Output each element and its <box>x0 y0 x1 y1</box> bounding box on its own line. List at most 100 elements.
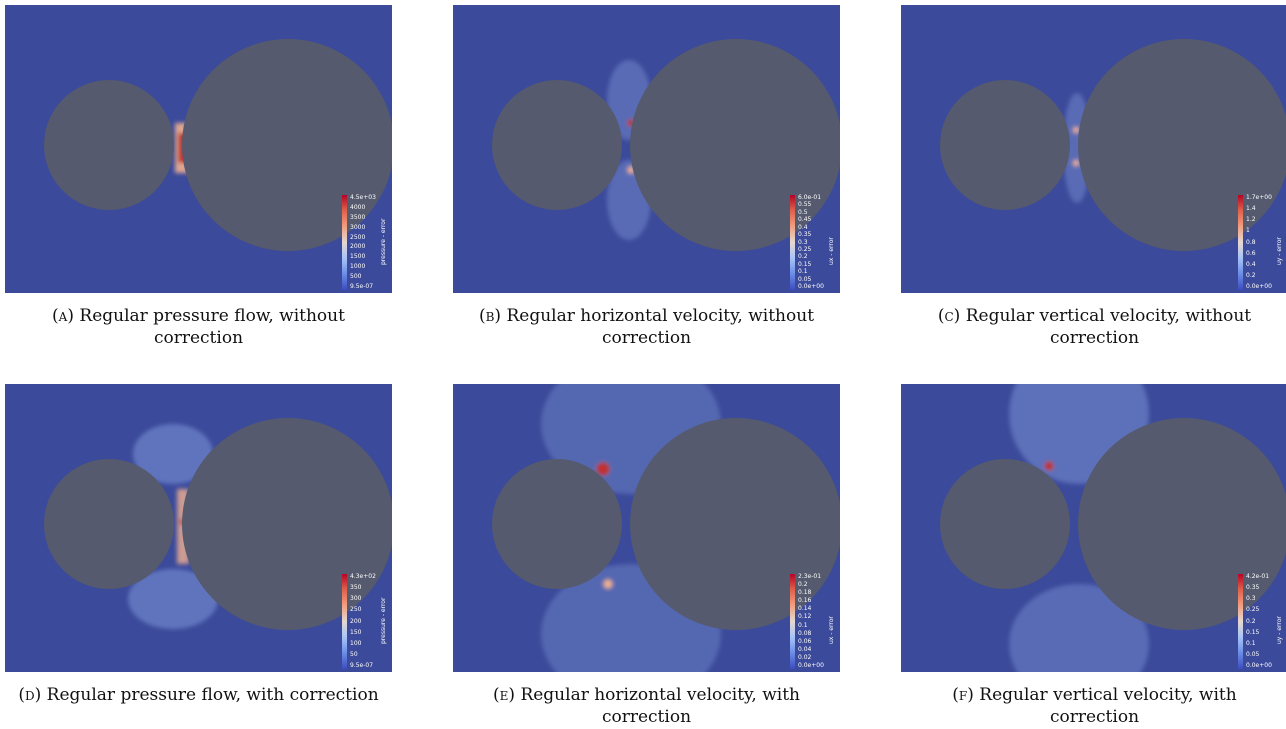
subfigure-caption: (f) Regular vertical velocity, with corr… <box>901 684 1286 728</box>
subfigure-label: (f) <box>952 685 974 705</box>
colorbar-tick-label: 0.3 <box>1246 595 1256 603</box>
colorbar-tick-label: 0.5 <box>798 208 808 216</box>
subfigure-caption-text: Regular vertical velocity, without corre… <box>965 306 1252 348</box>
colorbar-gradient <box>1238 574 1243 669</box>
subfigure-caption: (d) Regular pressure flow, with correcti… <box>5 684 392 706</box>
panel-d: 4.3e+02 350 300 250 200 150 100 50 9.5e-07 pressu… <box>5 384 392 706</box>
panel-b: 6.0e-01 0.55 0.5 0.45 0.4 0.35 0.3 0.25 0.2 0.15 0… <box>453 5 840 349</box>
colorbar-title: ux - error <box>828 616 835 644</box>
colorbar-tick-label: 1500 <box>350 253 366 261</box>
small-obstacle <box>492 459 622 589</box>
subfigure-label: (a) <box>52 306 74 326</box>
large-obstacle <box>630 418 840 630</box>
colorbar-tick-label: 0.15 <box>798 260 812 268</box>
colorbar-tick-label: 0.04 <box>798 645 812 653</box>
colorbar-tick-label: 0.0e+00 <box>798 662 824 669</box>
colorbar-tick-label: 0.6 <box>1246 249 1256 257</box>
plot-svg <box>44 418 392 630</box>
colorbar-title: uy - error <box>1276 237 1283 265</box>
colorbar-tick-label: 1.2 <box>1246 216 1256 224</box>
error-field-plot: 4.5e+03 4000 3500 3000 2500 2000 1500 1000 500 9.… <box>5 5 392 293</box>
colorbar-tick-label: 2500 <box>350 233 366 241</box>
small-obstacle <box>44 459 174 589</box>
colorbar-tick-label: 0.02 <box>798 653 812 661</box>
colorbar-tick-label: 0.08 <box>798 629 812 637</box>
large-obstacle <box>630 39 840 251</box>
small-obstacle <box>492 80 622 210</box>
subfigure-caption-text: Regular vertical velocity, with correcti… <box>979 685 1237 727</box>
colorbar: 4.3e+02 350 300 250 200 150 100 50 9.5e-07 pressu… <box>342 574 390 669</box>
subfigure-caption-text: Regular pressure flow, without correctio… <box>79 306 345 348</box>
colorbar-tick-label: 0.2 <box>1246 617 1256 625</box>
subfigure-caption-text: Regular horizontal velocity, with correc… <box>520 685 800 727</box>
colorbar-tick-label: 500 <box>350 273 362 281</box>
plot-svg <box>492 39 840 251</box>
error-field-plot: 2.3e-01 0.2 0.18 0.16 0.14 0.12 0.1 0.08 0.06 0.0… <box>453 384 840 672</box>
colorbar-tick-label: 0.05 <box>1246 650 1260 658</box>
colorbar-tick-label: 4.5e+03 <box>350 194 376 201</box>
colorbar-tick-label: 0.55 <box>798 201 812 209</box>
colorbar-tick-label: 0.35 <box>1246 584 1260 592</box>
colorbar-tick-label: 0.0e+00 <box>1246 283 1272 290</box>
colorbar-tick-label: 0.35 <box>798 231 812 239</box>
colorbar-tick-label: 0.25 <box>798 245 812 253</box>
colorbar-tick-label: 0.25 <box>1246 606 1260 614</box>
colorbar-tick-label: 9.5e-07 <box>350 283 374 290</box>
colorbar-tick-label: 0.4 <box>1246 260 1256 268</box>
colorbar-gradient <box>790 574 795 669</box>
small-obstacle <box>940 459 1070 589</box>
panel-e: 2.3e-01 0.2 0.18 0.16 0.14 0.12 0.1 0.08 0.06 0.0… <box>453 384 840 728</box>
error-field <box>128 424 218 629</box>
colorbar-tick-label: 0.2 <box>1246 271 1256 279</box>
colorbar-tick-label: 3000 <box>350 223 366 231</box>
colorbar-tick-label: 0.2 <box>798 253 808 261</box>
subfigure-caption: (a) Regular pressure flow, without corre… <box>5 305 392 349</box>
colorbar-gradient <box>342 574 347 669</box>
colorbar-tick-label: 0.1 <box>1246 639 1256 647</box>
colorbar: 4.5e+03 4000 3500 3000 2500 2000 1500 1000 500 9.… <box>342 195 390 290</box>
colorbar-tick-label: 2.3e-01 <box>798 573 822 580</box>
plot-svg <box>940 384 1286 672</box>
colorbar-title: uy - error <box>1276 616 1283 644</box>
subfigure-caption-text: Regular horizontal velocity, without cor… <box>506 306 815 348</box>
large-obstacle <box>1078 418 1286 630</box>
colorbar-title: pressure - error <box>380 218 387 265</box>
large-obstacle <box>1078 39 1286 251</box>
subfigure-caption: (b) Regular horizontal velocity, without… <box>453 305 840 349</box>
large-obstacle <box>182 39 392 251</box>
small-obstacle <box>940 80 1070 210</box>
error-field-plot: 4.2e-01 0.35 0.3 0.25 0.2 0.15 0.1 0.05 0.0e+00 u… <box>901 384 1286 672</box>
colorbar-tick-label: 0.8 <box>1246 238 1256 246</box>
colorbar-tick-label: 50 <box>350 650 358 658</box>
colorbar-tick-label: 9.5e-07 <box>350 662 374 669</box>
colorbar-tick-label: 0.12 <box>798 613 812 621</box>
colorbar-tick-label: 250 <box>350 606 362 614</box>
error-field-plot: 6.0e-01 0.55 0.5 0.45 0.4 0.35 0.3 0.25 0.2 0.15 0… <box>453 5 840 293</box>
colorbar-title: ux - error <box>828 237 835 265</box>
colorbar-tick-label: 4000 <box>350 203 366 211</box>
colorbar-tick-label: 0.4 <box>798 223 808 231</box>
plot-svg <box>44 39 392 251</box>
subfigure-label: (b) <box>478 306 502 326</box>
panel-c: 1.7e+00 1.4 1.2 1 0.8 0.6 0.4 0.2 0.0e+00 uy - er… <box>901 5 1286 349</box>
large-obstacle <box>182 418 392 630</box>
colorbar-tick-label: 0.14 <box>798 605 812 613</box>
colorbar-tick-label: 0.3 <box>798 238 808 246</box>
plot-svg <box>492 384 840 672</box>
colorbar-tick-label: 1000 <box>350 263 366 271</box>
colorbar-tick-label: 0.2 <box>798 581 808 589</box>
colorbar: 2.3e-01 0.2 0.18 0.16 0.14 0.12 0.1 0.08 0.06 0.0… <box>790 574 838 669</box>
colorbar-tick-label: 200 <box>350 617 362 625</box>
colorbar: 1.7e+00 1.4 1.2 1 0.8 0.6 0.4 0.2 0.0e+00 uy - er… <box>1238 195 1286 290</box>
colorbar-title: pressure - error <box>380 597 387 644</box>
colorbar-tick-label: 100 <box>350 639 362 647</box>
colorbar: 4.2e-01 0.35 0.3 0.25 0.2 0.15 0.1 0.05 0.0e+00 u… <box>1238 574 1286 669</box>
panel-a: 4.5e+03 4000 3500 3000 2500 2000 1500 1000 500 9.… <box>5 5 392 349</box>
colorbar-gradient <box>790 195 795 290</box>
colorbar-tick-label: 0.0e+00 <box>798 283 824 290</box>
error-field-plot: 4.3e+02 350 300 250 200 150 100 50 9.5e-07 pressu… <box>5 384 392 672</box>
plot-svg <box>940 39 1286 251</box>
colorbar-tick-label: 1 <box>1246 227 1250 235</box>
colorbar-gradient <box>1238 195 1243 290</box>
colorbar-tick-label: 0.1 <box>798 621 808 629</box>
